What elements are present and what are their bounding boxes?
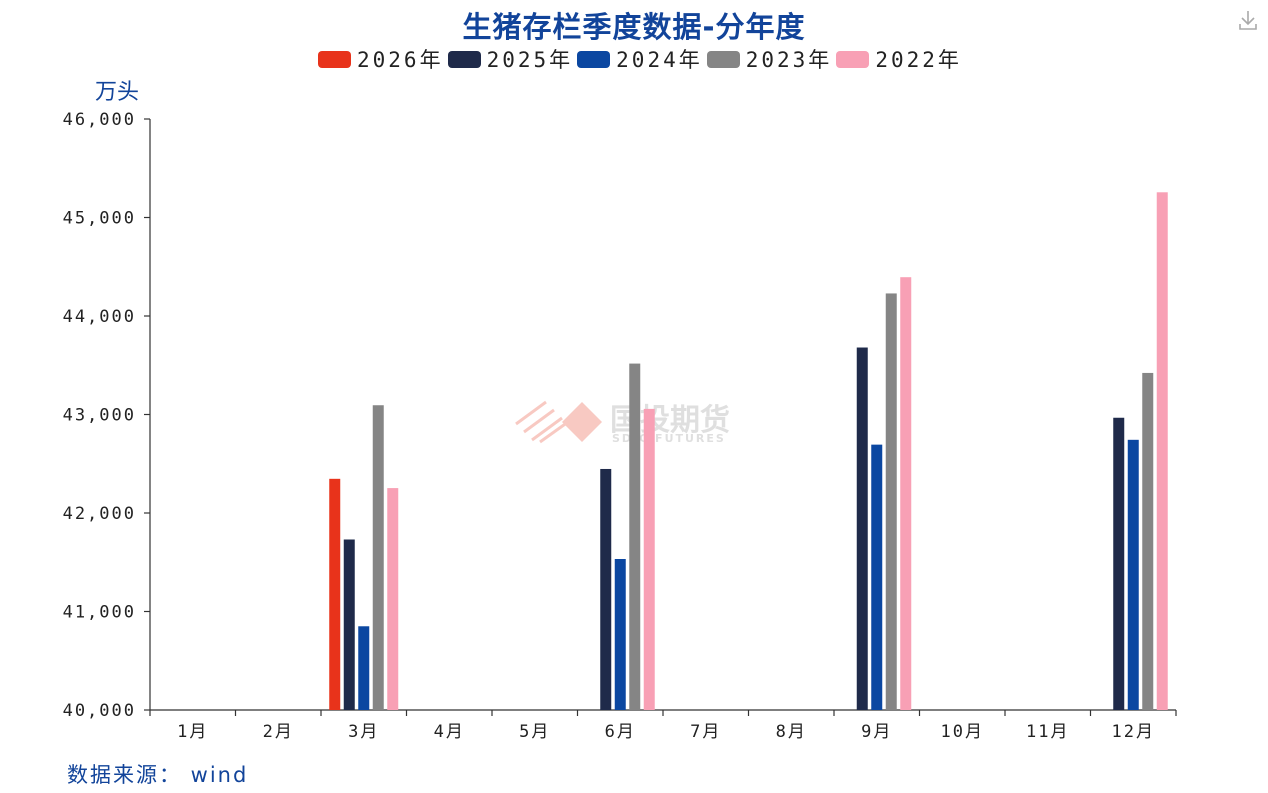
watermark-diamond-icon xyxy=(562,402,602,442)
legend-item[interactable]: 2022年 xyxy=(836,44,966,74)
bar-2024年-12月[interactable] xyxy=(1127,439,1139,710)
x-tick-label: 1月 xyxy=(177,722,208,742)
bar-2023年-12月[interactable] xyxy=(1142,372,1154,710)
legend-item[interactable]: 2024年 xyxy=(577,44,707,74)
x-tick-label: 8月 xyxy=(776,722,807,742)
x-tick-label: 2月 xyxy=(263,722,294,742)
legend-label: 2025年 xyxy=(486,48,574,72)
y-tick-label: 43,000 xyxy=(63,406,136,426)
bar-2022年-3月[interactable] xyxy=(387,488,399,710)
bar-2023年-3月[interactable] xyxy=(372,405,384,710)
legend-swatch xyxy=(577,50,611,68)
watermark-logo: 国投期货 SDIC FUTURES xyxy=(515,400,730,445)
y-tick-label: 45,000 xyxy=(63,209,136,229)
x-tick-label: 10月 xyxy=(941,722,984,742)
legend-label: 2022年 xyxy=(875,48,962,72)
x-tick-label: 9月 xyxy=(861,722,892,742)
legend-label: 2026年 xyxy=(357,48,444,72)
bar-2022年-6月[interactable] xyxy=(643,408,655,710)
bar-2025年-3月[interactable] xyxy=(343,539,355,710)
bar-2025年-6月[interactable] xyxy=(600,468,612,710)
y-tick-label: 41,000 xyxy=(63,603,136,623)
data-source: 数据来源： wind xyxy=(67,763,249,787)
bar-2024年-9月[interactable] xyxy=(871,444,883,710)
legend-swatch xyxy=(447,50,481,68)
bar-2025年-12月[interactable] xyxy=(1113,417,1125,710)
bar-2026年-3月[interactable] xyxy=(329,478,341,710)
y-tick-label: 44,000 xyxy=(63,307,136,327)
y-tick-label: 46,000 xyxy=(63,110,136,130)
legend-swatch xyxy=(318,50,351,68)
download-icon[interactable] xyxy=(1238,9,1258,31)
legend-swatch xyxy=(706,50,740,68)
y-tick-label: 40,000 xyxy=(63,701,136,721)
chart-title: 生猪存栏季度数据-分年度 xyxy=(462,10,806,44)
x-tick-label: 12月 xyxy=(1112,722,1155,742)
y-axis-unit: 万头 xyxy=(95,80,140,105)
legend-item[interactable]: 2026年 xyxy=(318,44,448,74)
legend-item[interactable]: 2025年 xyxy=(447,44,578,74)
watermark-subtext: SDIC FUTURES xyxy=(612,432,726,445)
bar-2024年-3月[interactable] xyxy=(358,626,370,710)
bar-2022年-12月[interactable] xyxy=(1156,192,1168,710)
x-tick-label: 6月 xyxy=(605,722,636,742)
legend-item[interactable]: 2023年 xyxy=(706,44,837,74)
bar-2023年-6月[interactable] xyxy=(629,363,641,710)
watermark-stripes-icon xyxy=(515,400,569,444)
x-tick-label: 4月 xyxy=(434,722,465,742)
legend-label: 2023年 xyxy=(745,48,833,72)
legend-label: 2024年 xyxy=(616,48,703,72)
x-tick-label: 3月 xyxy=(348,722,379,742)
bar-2022年-9月[interactable] xyxy=(900,277,912,710)
chart-legend: 2026年 2025年 2024年 2023年 2022年 xyxy=(318,44,966,74)
bar-2025年-9月[interactable] xyxy=(856,347,868,710)
bar-2023年-9月[interactable] xyxy=(885,293,897,710)
y-tick-label: 42,000 xyxy=(63,504,136,524)
legend-swatch xyxy=(836,50,870,68)
bar-2024年-6月[interactable] xyxy=(614,558,626,710)
x-tick-label: 11月 xyxy=(1026,722,1069,742)
x-tick-label: 5月 xyxy=(519,722,550,742)
x-tick-label: 7月 xyxy=(690,722,721,742)
